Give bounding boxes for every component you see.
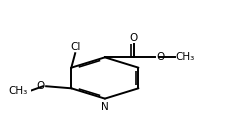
Text: O: O [156,52,164,62]
Text: N: N [101,102,109,112]
Text: O: O [36,81,44,91]
Text: CH₃: CH₃ [8,86,28,96]
Text: CH₃: CH₃ [175,52,195,62]
Text: Cl: Cl [70,42,80,52]
Text: O: O [130,33,138,43]
